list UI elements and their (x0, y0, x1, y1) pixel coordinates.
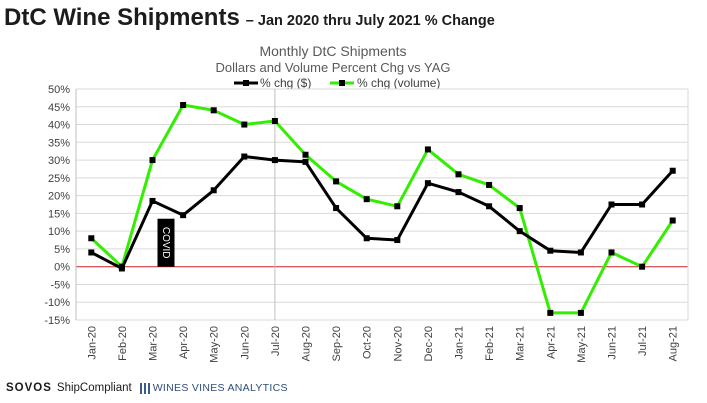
series (88, 101, 676, 316)
x-tick-label: May-20 (209, 326, 221, 363)
data-point-volume (363, 196, 370, 203)
data-point-dollars (118, 265, 125, 272)
data-point-dollars (363, 235, 370, 242)
data-point-dollars (88, 249, 95, 256)
x-tick-label: Jun-20 (239, 326, 251, 360)
data-point-volume (149, 157, 156, 164)
data-point-dollars (424, 180, 431, 187)
x-tick-label: May-21 (576, 326, 588, 363)
y-tick-label: 0% (54, 262, 70, 274)
y-tick-label: 20% (48, 191, 70, 203)
series-line-dollars (90, 155, 674, 270)
data-point-dollars (271, 157, 278, 164)
data-point-dollars (455, 189, 462, 196)
sovos-logo: SOVOS (6, 382, 52, 394)
data-point-dollars (149, 197, 156, 204)
slide-title: DtC Wine Shipments – Jan 2020 thru July 2… (4, 4, 495, 32)
data-point-volume (669, 217, 676, 224)
y-tick-label: -5% (50, 279, 70, 291)
data-point-dollars (547, 247, 554, 254)
data-point-volume (424, 146, 431, 153)
data-point-volume (180, 101, 187, 108)
x-tick-label: Dec-20 (423, 326, 435, 361)
wines-vines-analytics-label: WINES VINES ANALYTICS (152, 382, 288, 394)
legend-marker-dollars (243, 80, 249, 86)
title-subtitle: – Jan 2020 thru July 2021 % Change (245, 13, 495, 29)
x-tick-label: Jul-21 (637, 326, 649, 356)
data-point-volume (608, 249, 615, 256)
data-point-dollars (608, 201, 615, 208)
data-point-volume (88, 235, 95, 242)
data-point-volume (210, 107, 217, 114)
data-point-volume (455, 171, 462, 178)
y-tick-label: 10% (48, 226, 70, 238)
bar-chart-icon (139, 382, 150, 394)
annotations: COVID (157, 218, 175, 267)
y-tick-label: -10% (44, 297, 70, 309)
y-tick-label: 25% (48, 173, 70, 185)
data-point-volume (639, 263, 646, 270)
y-tick-label: 50% (48, 84, 70, 96)
data-point-volume (333, 178, 340, 185)
x-tick-label: Jan-20 (86, 326, 98, 360)
y-tick-label: 35% (48, 137, 70, 149)
data-point-dollars (669, 167, 676, 174)
y-tick-label: 40% (48, 120, 70, 132)
x-tick-label: Feb-20 (117, 326, 129, 361)
x-axis: Jan-20 Feb-20 Mar-20 Apr-20 May-20 Jun-20 Jul-… (86, 326, 679, 363)
x-tick-label: Mar-21 (515, 326, 527, 361)
y-tick-label: 5% (54, 244, 70, 256)
legend-label-volume: % chg (volume) (357, 76, 440, 90)
data-point-dollars (302, 158, 309, 165)
data-point-dollars (180, 212, 187, 219)
x-tick-label: Aug-20 (301, 326, 313, 361)
y-axis: -15% -10% -5% 0% 5% 10% 15% 20% 25% 30% 35% 40% 45% 5… (44, 84, 70, 327)
data-point-dollars (333, 205, 340, 212)
shipcompliant-label: ShipCompliant (56, 382, 132, 394)
y-tick-label: -15% (44, 315, 70, 327)
x-tick-label: Nov-20 (392, 326, 404, 361)
data-point-dollars (394, 237, 401, 244)
x-tick-label: Apr-20 (178, 326, 190, 359)
y-tick-label: 45% (48, 102, 70, 114)
data-point-volume (271, 117, 278, 124)
x-tick-label: Apr-21 (545, 326, 557, 359)
data-point-volume (241, 121, 248, 128)
x-tick-label: Aug-21 (668, 326, 680, 361)
footer: SOVOS ShipCompliant WINES VINES ANALYTIC… (6, 378, 288, 398)
data-point-dollars (486, 203, 493, 210)
data-point-dollars (577, 249, 584, 256)
x-tick-label: Sep-20 (331, 326, 343, 361)
chart-title: Monthly DtC Shipments (259, 43, 406, 59)
x-tick-label: Jul-20 (270, 326, 282, 356)
data-point-volume (547, 309, 554, 316)
covid-annotation-box (157, 218, 175, 267)
legend-marker-volume (339, 80, 345, 86)
x-tick-label: Feb-21 (484, 326, 496, 361)
x-tick-label: Mar-20 (148, 326, 160, 361)
data-point-volume (577, 309, 584, 316)
covid-annotation-label: COVID (160, 227, 171, 259)
data-point-volume (486, 181, 493, 188)
data-point-dollars (639, 201, 646, 208)
data-point-volume (394, 203, 401, 210)
data-point-dollars (210, 187, 217, 194)
y-tick-label: 15% (48, 208, 70, 220)
data-point-volume (302, 151, 309, 158)
x-tick-label: Oct-20 (362, 326, 374, 359)
x-tick-label: Jun-21 (607, 326, 619, 360)
data-point-dollars (516, 228, 523, 235)
x-tick-label: Jan-21 (454, 326, 466, 360)
series-line-volume (90, 103, 674, 315)
title-main: DtC Wine Shipments (4, 4, 240, 31)
data-point-volume (516, 205, 523, 212)
chart-subtitle: Dollars and Volume Percent Chg vs YAG (215, 60, 450, 75)
legend: % chg ($) % chg (volume) (234, 76, 440, 90)
legend-label-dollars: % chg ($) (260, 76, 311, 90)
data-point-dollars (241, 153, 248, 160)
y-tick-label: 30% (48, 155, 70, 167)
